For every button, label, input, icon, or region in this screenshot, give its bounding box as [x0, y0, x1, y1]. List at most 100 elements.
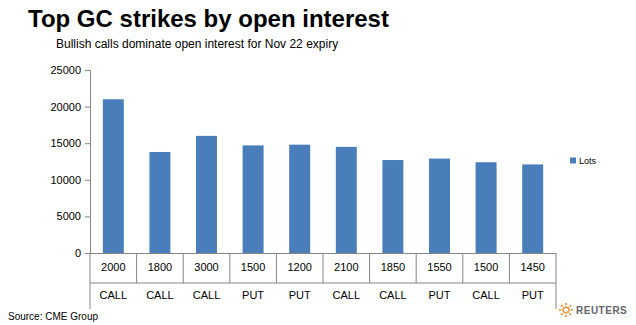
logo: REUTERS [559, 303, 627, 317]
y-tick: 25000 [50, 64, 90, 76]
x-tick-label: PUT [289, 289, 311, 301]
title: Top GC strikes by open interest [28, 5, 389, 32]
y-tick-mark [85, 253, 90, 254]
bar [522, 164, 543, 253]
x-tick-label: CALL [472, 289, 500, 301]
y-tick: 5000 [57, 210, 90, 222]
logo-dot [567, 307, 569, 309]
bar [429, 159, 450, 253]
category-separator [416, 253, 417, 283]
category-separator [136, 253, 137, 283]
x-tick-label: CALL [146, 289, 174, 301]
x-tick: 1800 [148, 253, 172, 273]
y-tick-label: 15000 [50, 137, 81, 149]
logo-dot [569, 313, 571, 315]
x-tick-label: 1500 [474, 261, 498, 273]
logo-dot [563, 307, 565, 309]
bar [289, 145, 310, 253]
x-tick: 1850 [381, 253, 405, 273]
bar [149, 152, 170, 253]
x-tick-label: CALL [333, 289, 361, 301]
x-tick-label: 1550 [427, 261, 451, 273]
y-tick-mark [85, 216, 90, 217]
y-tick-label: 25000 [50, 64, 81, 76]
subtitle: Bullish calls dominate open interest for… [56, 37, 338, 51]
bars [103, 99, 543, 253]
x-tick: 2000 [101, 253, 125, 273]
x-tick: 1550 [427, 253, 451, 273]
bar [103, 99, 124, 253]
logo-dot [567, 311, 569, 313]
x-tick-label: 1500 [241, 261, 265, 273]
x-tick-label: 1200 [287, 261, 311, 273]
y-tick-label: 10000 [50, 174, 81, 186]
y-tick-mark [85, 70, 90, 71]
bar [196, 136, 217, 253]
x-tick-label: CALL [193, 289, 221, 301]
logo-text: REUTERS [576, 305, 627, 316]
y-axis-line [85, 71, 91, 254]
category-separator [369, 253, 370, 283]
logo-dot [565, 312, 567, 314]
x-tick-label: 3000 [194, 261, 218, 273]
bar [243, 145, 264, 253]
logo-dot [565, 303, 567, 305]
x-tick-label: 2100 [334, 261, 358, 273]
chart: Top GC strikes by open interest Bullish c… [0, 0, 636, 325]
x-tick: 1200 [287, 253, 311, 273]
y-tick: 15000 [50, 137, 90, 149]
bar [382, 160, 403, 253]
bar [336, 147, 357, 253]
y-tick-mark [85, 107, 90, 108]
x-tick-label: 1800 [148, 261, 172, 273]
logo-dot [565, 306, 567, 308]
category-separators [90, 253, 556, 309]
category-separator [183, 253, 184, 283]
logo-dot [568, 309, 570, 311]
y-axis: 0 5000 10000 15000 20000 25000 [50, 64, 90, 259]
y-tick: 10000 [50, 174, 90, 186]
legend: Lots [570, 156, 597, 166]
y-tick-label: 20000 [50, 101, 81, 113]
x-tick: 1450 [520, 253, 544, 273]
x-tick: 2100 [334, 253, 358, 273]
logo-dot [561, 305, 563, 307]
legend-swatch [570, 158, 576, 164]
y-tick-label: 5000 [57, 210, 81, 222]
logo-dot [561, 313, 563, 315]
logo-dot [563, 311, 565, 313]
category-separator [90, 253, 91, 309]
x-tick-label: PUT [242, 289, 264, 301]
x-tick-label: CALL [100, 289, 128, 301]
source: Source: CME Group [8, 311, 98, 322]
x-tick-label: 1450 [520, 261, 544, 273]
category-row-line [90, 283, 556, 284]
x-tick-label: PUT [522, 289, 544, 301]
category-separator [229, 253, 230, 283]
bar [476, 162, 497, 253]
x-tick: 1500 [241, 253, 265, 273]
logo-dot [562, 309, 564, 311]
legend-label: Lots [579, 156, 597, 166]
logo-dot [559, 309, 561, 311]
x-tick: 1500 [474, 253, 498, 273]
logo-dot [569, 305, 571, 307]
category-separator [509, 253, 510, 283]
y-tick: 20000 [50, 101, 90, 113]
y-tick-mark [85, 180, 90, 181]
x-tick: 3000 [194, 253, 218, 273]
y-tick-mark [85, 143, 90, 144]
x-tick-label: 2000 [101, 261, 125, 273]
category-separator [323, 253, 324, 283]
logo-dot [565, 315, 567, 317]
x-tick-label: PUT [429, 289, 451, 301]
category-separator [276, 253, 277, 283]
logo-dot [571, 309, 573, 311]
category-separator [462, 253, 463, 283]
x-tick-label: CALL [379, 289, 407, 301]
x-labels-row2: CALL CALL CALL PUT PUT CALL CALL PUT CALL PUT [100, 289, 544, 301]
x-tick-label: 1850 [381, 261, 405, 273]
y-tick-label: 0 [75, 247, 81, 259]
category-separator [556, 253, 557, 309]
y-tick: 0 [75, 247, 90, 259]
